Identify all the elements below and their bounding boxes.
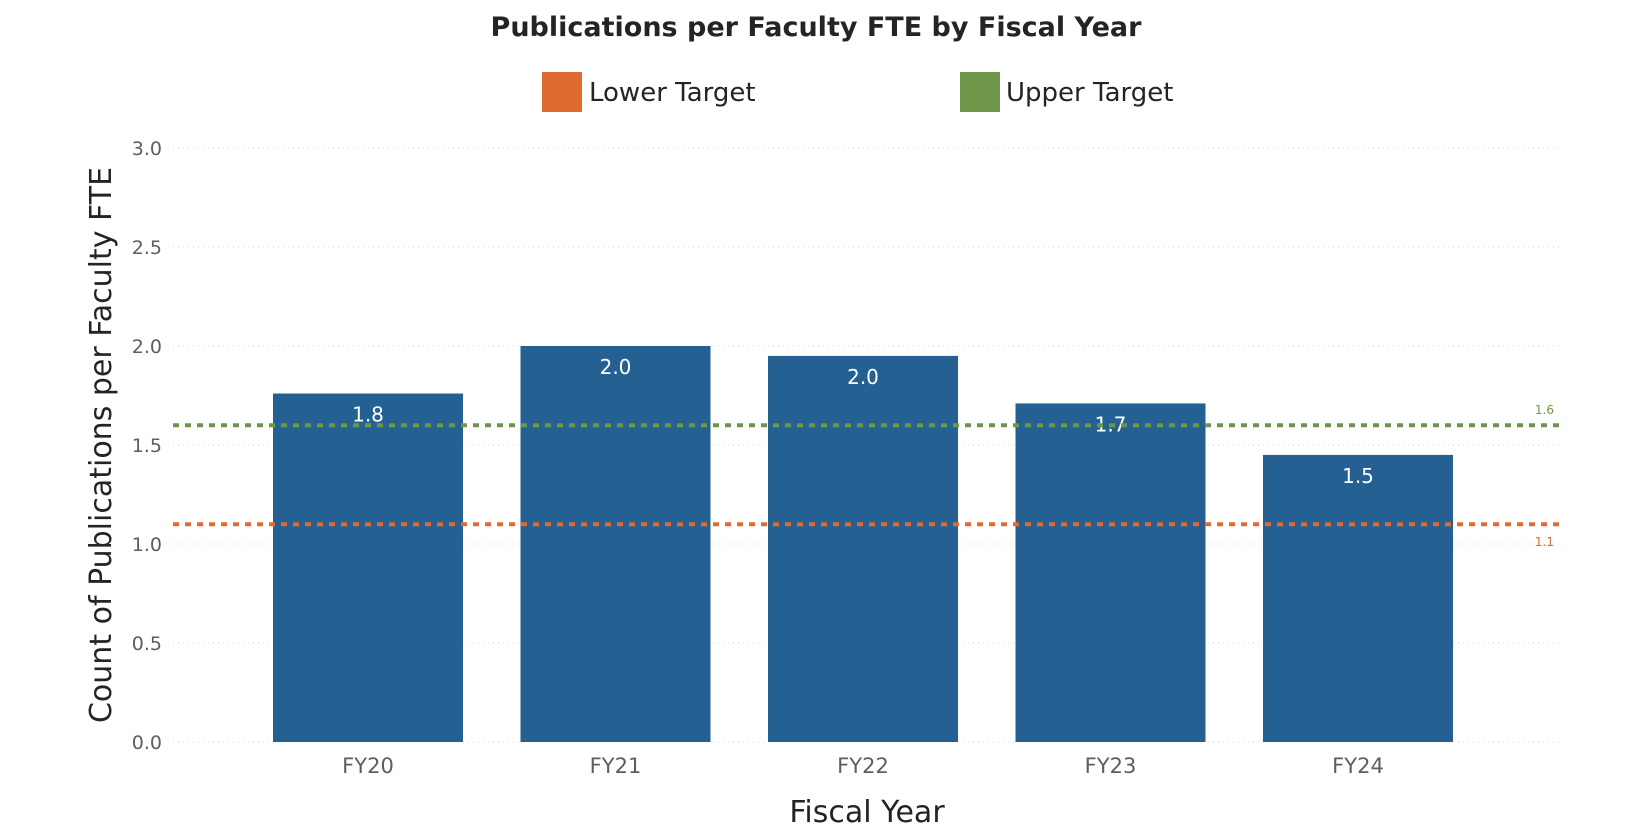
y-tick-label: 1.5 xyxy=(132,435,162,457)
y-tick-label: 0.5 xyxy=(132,633,162,655)
data-label: 2.0 xyxy=(847,365,879,389)
y-axis-title: Count of Publications per Faculty FTE xyxy=(84,167,119,723)
x-tick-label: FY24 xyxy=(1332,754,1384,778)
data-label: 1.8 xyxy=(352,403,384,427)
x-axis-title: Fiscal Year xyxy=(789,795,945,828)
bar-fy24[interactable] xyxy=(1263,454,1453,742)
chart-title: Publications per Faculty FTE by Fiscal Y… xyxy=(491,12,1143,43)
x-tick-label: FY23 xyxy=(1085,754,1137,778)
x-tick-label: FY21 xyxy=(590,754,642,778)
bar-fy22[interactable] xyxy=(768,355,958,742)
bar-fy21[interactable] xyxy=(520,346,711,742)
y-tick-label: 2.5 xyxy=(132,237,162,259)
bar-fy23[interactable] xyxy=(1015,403,1206,742)
reference-line-label: 1.6 xyxy=(1535,403,1554,417)
data-label: 2.0 xyxy=(600,355,632,379)
y-tick-label: 1.0 xyxy=(132,534,162,556)
y-tick-label: 2.0 xyxy=(132,336,162,358)
legend-swatch-lower-target xyxy=(542,72,582,112)
y-tick-label: 0.0 xyxy=(132,732,162,754)
legend: Lower Target Upper Target xyxy=(542,72,1173,112)
reference-line-label: 1.1 xyxy=(1535,535,1554,549)
legend-label-lower-target: Lower Target xyxy=(589,78,756,108)
x-tick-label: FY22 xyxy=(837,754,889,778)
legend-swatch-upper-target xyxy=(960,72,1000,112)
x-tick-label: FY20 xyxy=(342,754,394,778)
data-label: 1.5 xyxy=(1342,464,1374,488)
bar-fy20[interactable] xyxy=(273,393,463,742)
y-tick-label: 3.0 xyxy=(132,138,162,160)
legend-label-upper-target: Upper Target xyxy=(1006,78,1173,108)
